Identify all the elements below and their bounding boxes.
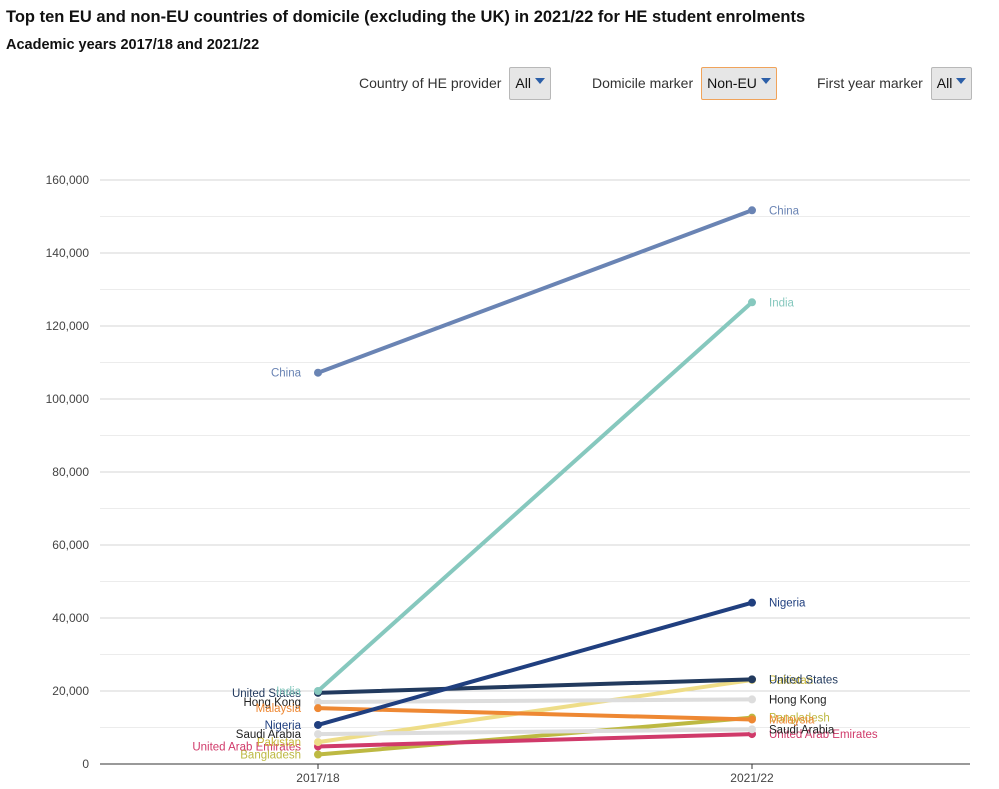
series-label-end-bangladesh: Bangladesh <box>769 713 830 725</box>
caret-down-icon <box>534 78 545 84</box>
filter-first-year-marker: First year marker All <box>817 66 973 100</box>
series-label-start-hong-kong: Hong Kong <box>243 697 301 709</box>
x-tick-label: 2021/22 <box>730 771 774 785</box>
y-tick-label: 80,000 <box>52 465 89 479</box>
y-tick-label: 120,000 <box>46 319 90 333</box>
x-tick-label: 2017/18 <box>296 771 340 785</box>
caret-down-icon <box>956 78 967 84</box>
y-tick-label: 100,000 <box>46 392 90 406</box>
grid-layer <box>100 179 970 728</box>
series-label-end-united-states: United States <box>769 674 838 686</box>
point-india-2021-22[interactable] <box>748 298 756 307</box>
chart-subtitle: Academic years 2017/18 and 2021/22 <box>6 37 260 53</box>
dropdown-value: All <box>515 75 531 91</box>
series-label-end-india: India <box>769 297 795 309</box>
series-label-end-nigeria: Nigeria <box>769 598 806 610</box>
first-year-marker-dropdown[interactable]: All <box>930 66 973 100</box>
series-line-saudi-arabia[interactable] <box>316 727 754 737</box>
series-label-start-china: China <box>271 368 302 380</box>
y-tick-label: 160,000 <box>46 173 90 187</box>
filter-bar: Country of HE provider All Domicile mark… <box>0 66 999 102</box>
series-line-malaysia[interactable] <box>316 706 754 722</box>
point-nigeria-2017-18[interactable] <box>314 720 322 729</box>
series-label-start-india: India <box>276 686 302 698</box>
chart-title: Top ten EU and non-EU countries of domic… <box>6 8 806 26</box>
series-label-end-hong-kong: Hong Kong <box>769 694 827 706</box>
series-label-end-malaysia: Malaysia <box>769 714 815 726</box>
series-line-united-arab-emirates[interactable] <box>316 732 754 749</box>
series-layer <box>314 206 756 759</box>
point-hong-kong-2017-18[interactable] <box>314 697 322 706</box>
caret-down-icon <box>760 78 771 84</box>
point-malaysia-2017-18[interactable] <box>314 704 322 713</box>
point-bangladesh-2017-18[interactable] <box>314 750 322 759</box>
filter-label: Country of HE provider <box>359 75 502 91</box>
filter-domicile-marker: Domicile marker Non-EU <box>592 66 777 100</box>
point-malaysia-2021-22[interactable] <box>748 715 756 724</box>
country-of-provider-dropdown[interactable]: All <box>509 66 551 100</box>
series-label-end-pakistan: Pakistan <box>769 675 813 687</box>
series-label-end-united-arab-emirates: United Arab Emirates <box>769 729 878 741</box>
filter-label: First year marker <box>817 75 923 91</box>
series-label-start-malaysia: Malaysia <box>256 703 302 715</box>
axis-layer: 0 20,000 40,000 60,000 80,000 100,000 120,000 1… <box>46 173 970 785</box>
series-label-start-nigeria: Nigeria <box>265 720 302 732</box>
series-label-end-saudi-arabia: Saudi Arabia <box>769 724 835 736</box>
point-india-2017-18[interactable] <box>314 687 322 695</box>
point-nigeria-2021-22[interactable] <box>748 598 756 607</box>
point-saudi-arabia-2017-18[interactable] <box>314 730 322 739</box>
series-line-bangladesh[interactable] <box>316 715 754 757</box>
series-label-start-bangladesh: Bangladesh <box>240 750 301 762</box>
y-tick-label: 140,000 <box>46 246 90 260</box>
point-china-2017-18[interactable] <box>314 368 322 377</box>
filter-country-of-provider: Country of HE provider All <box>359 66 551 100</box>
point-united-states-2021-22[interactable] <box>748 675 756 684</box>
series-label-start-united-states: United States <box>232 688 301 700</box>
point-china-2021-22[interactable] <box>748 206 756 215</box>
series-label-start-united-arab-emirates: United Arab Emirates <box>192 741 301 753</box>
dropdown-value: All <box>936 75 953 91</box>
point-saudi-arabia-2021-22[interactable] <box>748 725 756 734</box>
point-hong-kong-2021-22[interactable] <box>748 695 756 704</box>
filter-label: Domicile marker <box>592 75 694 91</box>
series-label-start-pakistan: Pakistan <box>257 737 301 749</box>
series-line-nigeria[interactable] <box>316 600 754 727</box>
y-tick-label: 40,000 <box>52 611 89 625</box>
series-line-hong-kong[interactable] <box>316 697 754 704</box>
dropdown-value: Non-EU <box>707 75 757 91</box>
domicile-marker-dropdown[interactable]: Non-EU <box>701 66 777 100</box>
y-tick-label: 20,000 <box>52 684 89 698</box>
series-line-china[interactable] <box>316 208 754 375</box>
series-line-united-states[interactable] <box>316 677 754 695</box>
series-label-end-china: China <box>769 205 800 217</box>
point-pakistan-2017-18[interactable] <box>314 738 322 747</box>
series-label-start-saudi-arabia: Saudi Arabia <box>236 729 302 741</box>
y-tick-label: 60,000 <box>52 538 89 552</box>
y-tick-label: 0 <box>82 757 89 771</box>
series-line-india[interactable] <box>316 300 754 693</box>
